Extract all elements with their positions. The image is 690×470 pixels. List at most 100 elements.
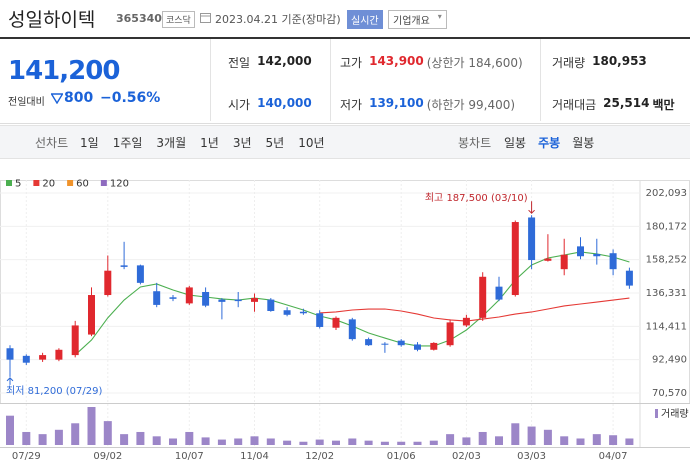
candle-chart-label: 봉차트 — [458, 136, 492, 150]
volume-bar — [152, 436, 161, 445]
legend-swatch — [67, 180, 74, 186]
item-value: 180,953 — [592, 54, 647, 68]
volume-bar — [397, 441, 406, 445]
candle-body — [39, 355, 47, 360]
volume-bar — [71, 423, 80, 445]
volume-bar — [478, 431, 487, 445]
chart: 70,570 92,490 114,411 136,331 158,252 180,172… — [0, 179, 690, 462]
range-button[interactable]: 3년 — [232, 136, 252, 150]
change-percent: −0.56% — [100, 90, 161, 106]
candle-body — [120, 265, 128, 267]
volume-bar — [332, 440, 340, 445]
candle-body — [625, 270, 633, 286]
item-value: 140,000 — [257, 96, 312, 110]
range-button[interactable]: 1주일 — [112, 136, 143, 150]
item-unit: 백만 — [652, 98, 675, 112]
candle-body — [251, 298, 258, 302]
x-tick-label: 11/04 — [240, 451, 269, 462]
range-button[interactable]: 1년 — [200, 136, 219, 150]
y-tick-label: 158,252 — [646, 255, 687, 266]
y-tick-label: 114,411 — [646, 321, 687, 332]
volume-bar — [136, 431, 145, 445]
candle-body — [316, 313, 324, 327]
divider — [330, 39, 331, 121]
volume-bar — [169, 438, 177, 445]
period-button[interactable]: 일봉 — [504, 136, 527, 150]
line-chart-label: 선차트 — [35, 136, 69, 150]
candle-body — [511, 222, 519, 296]
volume-bar — [103, 421, 112, 445]
period-button[interactable]: 주봉 — [538, 136, 561, 150]
company-button[interactable]: 기업개요 ▾ — [388, 10, 447, 29]
candle-body — [283, 310, 291, 315]
item-label: 전일 — [228, 56, 251, 70]
change-value: 800 — [64, 90, 94, 106]
stock-name: 성일하이텍 — [8, 9, 96, 31]
legend-label: 60 — [76, 179, 89, 190]
range-button[interactable]: 5년 — [265, 136, 285, 150]
candle-body — [414, 344, 421, 350]
candle-body — [560, 254, 568, 270]
calendar-icon — [200, 13, 211, 23]
low-annotation: 최저 81,200 (07/29) — [6, 385, 102, 397]
plot-border — [0, 180, 690, 404]
ma-line — [319, 297, 630, 322]
volume-legend: 거래량 — [661, 408, 689, 420]
candle-body — [88, 295, 95, 335]
candle-body — [365, 339, 373, 346]
divider — [210, 39, 211, 121]
candle-body — [218, 299, 226, 302]
volume-bar — [87, 407, 96, 445]
realtime-button[interactable]: 실시간 — [347, 10, 383, 29]
volume-bar — [380, 441, 389, 445]
volume-bar — [560, 436, 569, 445]
x-tick-label: 03/03 — [517, 451, 546, 462]
y-tick-label: 202,093 — [646, 188, 687, 199]
candle-body — [104, 270, 112, 296]
volume-bar — [54, 429, 63, 445]
candle-body — [55, 349, 63, 360]
volume-bar — [250, 436, 259, 445]
company-label: 기업개요 — [393, 16, 430, 27]
legend-swatch — [6, 180, 12, 186]
candle-body — [593, 253, 601, 257]
volume-bar — [495, 436, 503, 445]
high-arrow — [528, 201, 535, 214]
item-value: 139,100 — [369, 96, 424, 110]
legend-label: 20 — [42, 179, 55, 190]
item-note: (하한가 99,400) — [426, 98, 516, 112]
candle-body — [299, 311, 307, 314]
item-label: 저가 — [340, 98, 363, 112]
candle-body — [430, 342, 438, 350]
candle-body — [234, 299, 242, 302]
candle-body — [577, 246, 584, 257]
volume-bar — [315, 439, 324, 445]
range-button[interactable]: 3개월 — [156, 136, 187, 150]
x-tick-label: 09/02 — [93, 451, 122, 462]
legend-swatch — [100, 180, 107, 186]
volume-bar — [217, 439, 226, 445]
volume-bar — [543, 429, 552, 445]
range-button[interactable]: 1일 — [80, 136, 99, 150]
range-button[interactable]: 10년 — [298, 136, 325, 150]
candle-body — [169, 297, 177, 299]
low-arrow — [6, 377, 14, 385]
period-button[interactable]: 월봉 — [572, 136, 595, 150]
candle-body — [609, 253, 617, 270]
candle-body — [446, 322, 454, 346]
volume-bar — [592, 434, 601, 445]
candle-body — [544, 258, 552, 261]
x-tick-label: 02/03 — [452, 451, 481, 462]
item-value: 25,514 — [603, 96, 650, 110]
volume-bar — [201, 437, 210, 445]
y-tick-label: 136,331 — [646, 288, 687, 299]
candle-body — [462, 317, 470, 326]
toolbar — [0, 125, 690, 159]
candle-body — [153, 291, 161, 305]
volume-bar — [429, 440, 438, 445]
item-label: 거래대금 — [552, 98, 597, 112]
candle-body — [332, 317, 340, 328]
candle-body — [71, 325, 79, 356]
volume-bar — [38, 434, 47, 445]
